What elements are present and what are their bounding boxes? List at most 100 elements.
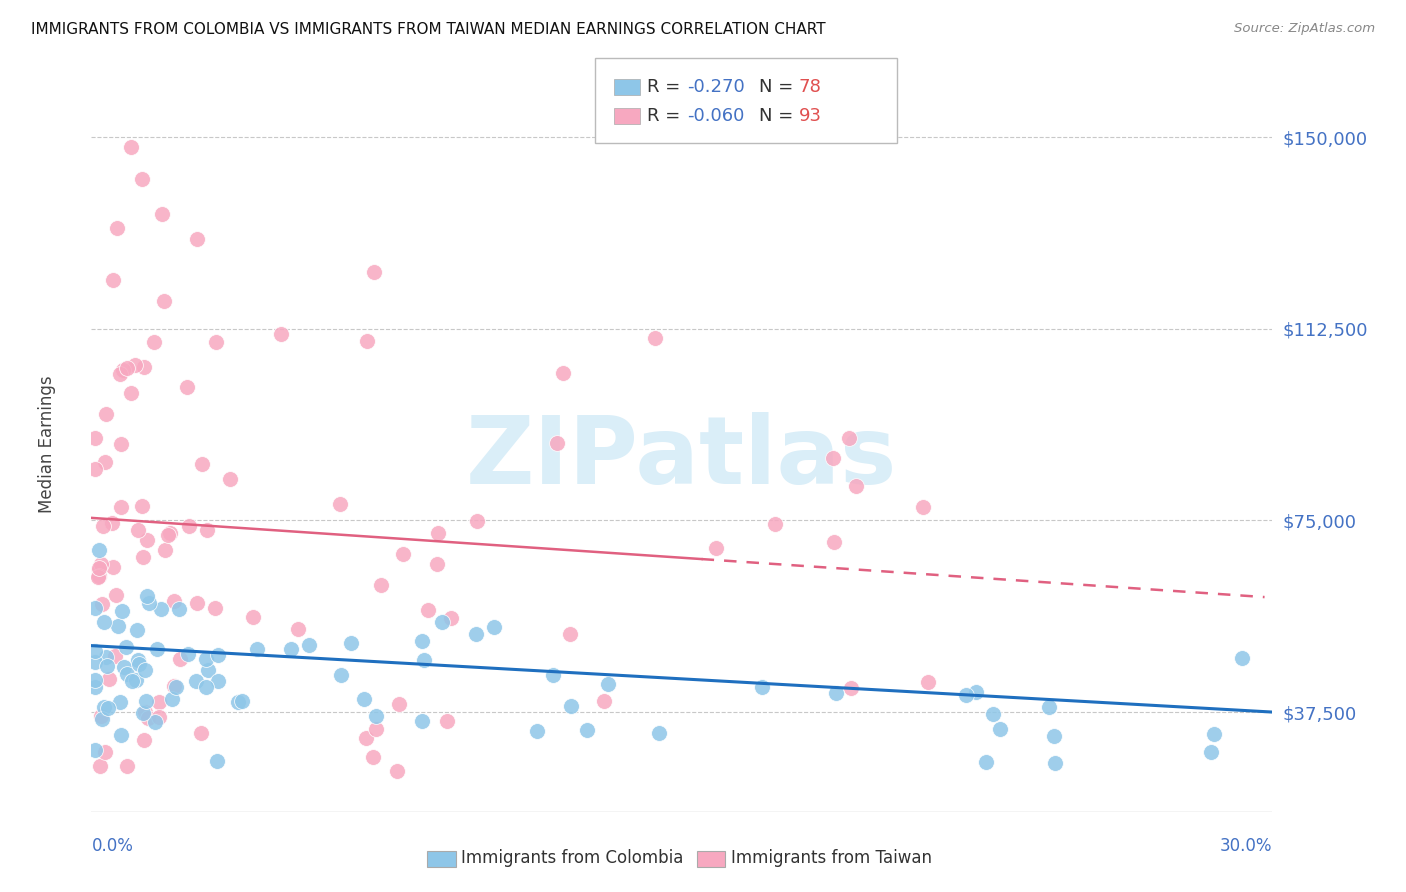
Point — [186, 232, 208, 246]
Point — [87, 568, 110, 582]
Point — [131, 500, 153, 514]
Point — [134, 663, 156, 677]
Point — [411, 714, 433, 728]
Point — [823, 534, 845, 549]
Point — [287, 622, 309, 636]
Point — [226, 695, 249, 709]
Point — [1038, 700, 1060, 714]
Text: -0.270: -0.270 — [688, 78, 745, 96]
Point — [370, 577, 392, 591]
Point — [108, 367, 131, 381]
Point — [124, 358, 146, 372]
Point — [440, 611, 463, 625]
Point — [526, 723, 548, 738]
Point — [125, 623, 148, 637]
Point — [162, 679, 184, 693]
Point — [132, 550, 155, 565]
Point — [167, 602, 190, 616]
Text: 93: 93 — [799, 107, 821, 125]
Text: R =: R = — [647, 107, 686, 125]
Point — [152, 293, 174, 308]
Point — [648, 726, 671, 740]
Point — [219, 472, 242, 486]
Point — [464, 627, 486, 641]
Point — [242, 609, 264, 624]
Point — [990, 723, 1012, 737]
Point — [121, 673, 143, 688]
Point — [560, 699, 582, 714]
Point — [186, 596, 208, 610]
Point — [246, 641, 269, 656]
Point — [592, 694, 614, 708]
Text: -0.060: -0.060 — [688, 107, 745, 125]
Text: 30.0%: 30.0% — [1220, 838, 1272, 855]
Point — [388, 697, 411, 711]
Point — [207, 648, 229, 663]
Point — [231, 694, 253, 708]
Point — [366, 722, 388, 736]
Point — [159, 526, 181, 541]
Point — [1204, 727, 1226, 741]
Point — [115, 758, 138, 772]
Point — [134, 705, 156, 719]
Point — [148, 695, 170, 709]
Point — [84, 643, 107, 657]
Point — [364, 709, 387, 723]
Point — [911, 500, 934, 515]
Point — [131, 172, 153, 186]
Point — [418, 603, 440, 617]
Point — [110, 695, 132, 709]
Point — [84, 462, 107, 476]
Point — [551, 366, 574, 380]
Point — [204, 334, 226, 349]
Point — [146, 642, 169, 657]
Point — [117, 361, 139, 376]
Text: ZIPatlas: ZIPatlas — [467, 412, 897, 505]
Point — [298, 639, 321, 653]
Point — [91, 713, 114, 727]
Point — [104, 588, 127, 602]
Point — [190, 725, 212, 739]
Point — [91, 597, 114, 611]
Point — [270, 326, 292, 341]
Point — [86, 570, 108, 584]
Point — [94, 455, 117, 469]
Point — [114, 640, 136, 655]
Text: 0.0%: 0.0% — [91, 838, 134, 855]
Point — [436, 714, 458, 729]
Point — [90, 708, 112, 723]
Point — [84, 432, 107, 446]
Point — [176, 379, 198, 393]
Point — [541, 668, 564, 682]
Point — [96, 659, 118, 673]
Point — [330, 668, 353, 682]
Point — [97, 672, 120, 686]
Point — [1230, 650, 1253, 665]
Point — [194, 652, 217, 666]
Point — [112, 660, 135, 674]
Point — [110, 437, 132, 451]
Point — [412, 652, 434, 666]
Point — [149, 602, 172, 616]
Point — [162, 594, 184, 608]
Point — [845, 479, 868, 493]
Point — [142, 334, 165, 349]
Point — [392, 547, 415, 561]
Point — [955, 688, 977, 702]
Point — [87, 563, 110, 577]
Point — [575, 723, 598, 737]
Point — [97, 701, 120, 715]
Point — [207, 674, 229, 689]
Point — [197, 663, 219, 677]
Point — [361, 749, 384, 764]
Point — [120, 140, 142, 154]
Point — [120, 385, 142, 400]
Text: N =: N = — [759, 107, 799, 125]
Point — [104, 648, 127, 663]
Text: IMMIGRANTS FROM COLOMBIA VS IMMIGRANTS FROM TAIWAN MEDIAN EARNINGS CORRELATION C: IMMIGRANTS FROM COLOMBIA VS IMMIGRANTS F… — [31, 22, 825, 37]
Point — [763, 516, 786, 531]
Point — [340, 636, 363, 650]
Point — [103, 560, 125, 574]
Point — [94, 650, 117, 665]
Point — [644, 331, 666, 345]
